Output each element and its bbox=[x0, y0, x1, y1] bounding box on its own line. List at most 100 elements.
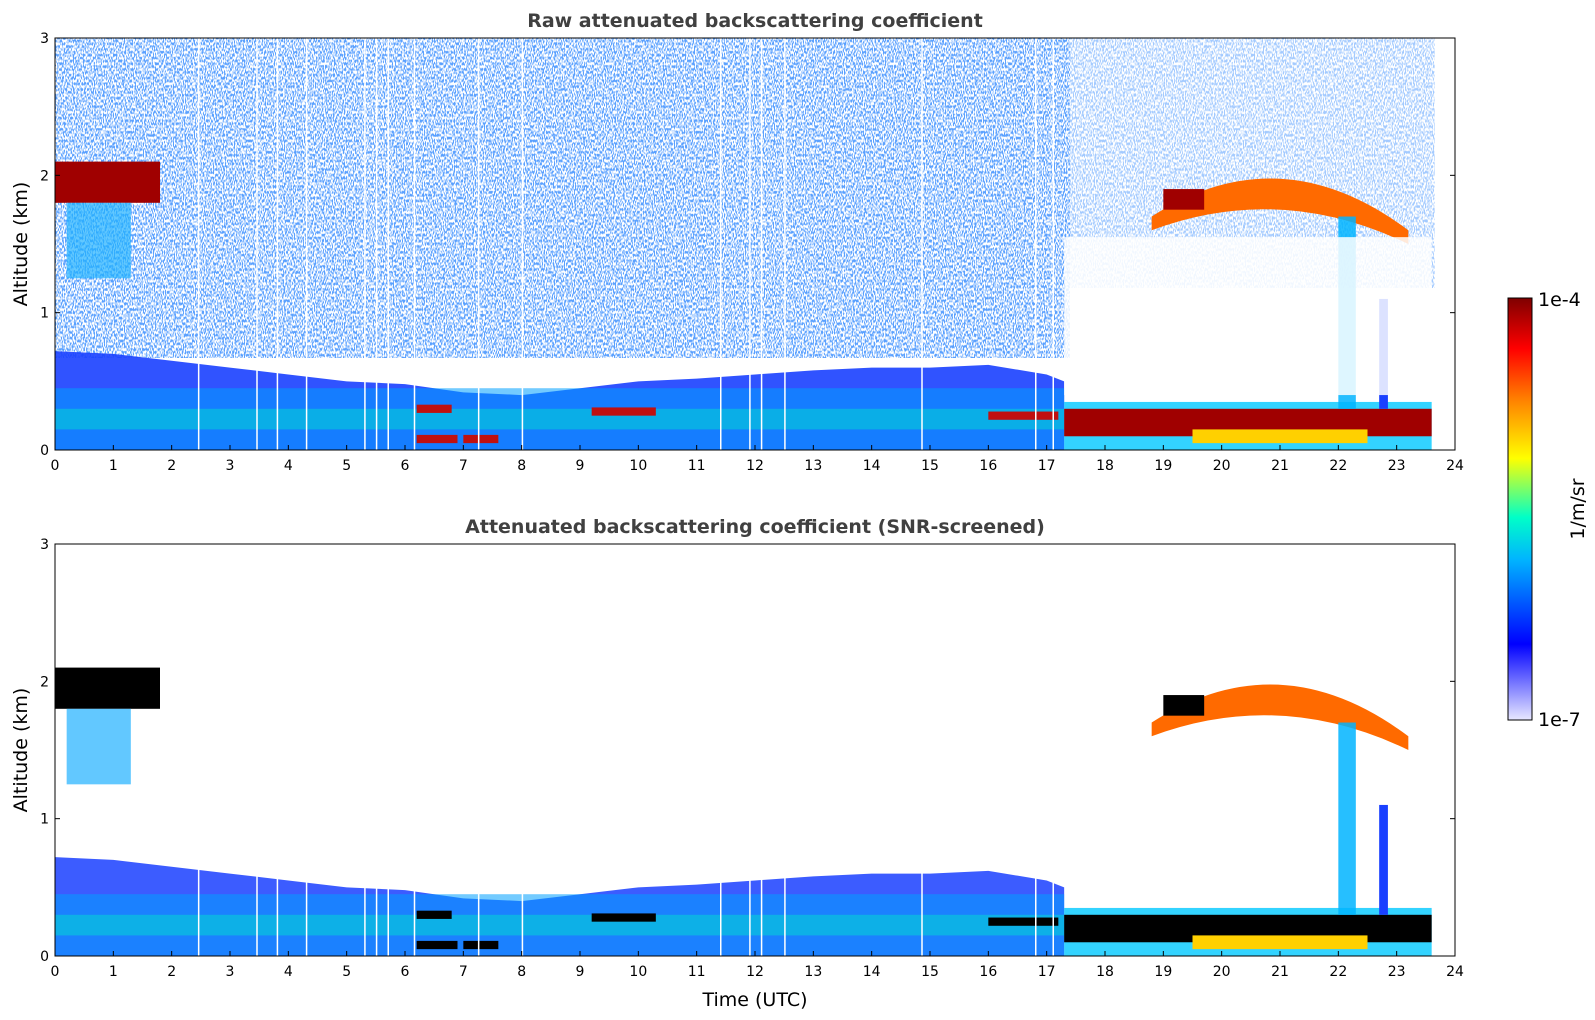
panel1-noise-field bbox=[55, 38, 1070, 358]
y-tick-label: 0 bbox=[40, 443, 49, 459]
data-gap bbox=[477, 38, 480, 450]
morning-cloud bbox=[55, 161, 160, 203]
x-tick-label: 1 bbox=[109, 458, 118, 474]
x-tick-label: 23 bbox=[1388, 458, 1406, 474]
x-tick-label: 24 bbox=[1446, 458, 1464, 474]
screened-backscatter-panel: Attenuated backscattering coefficient (S… bbox=[10, 516, 1464, 1011]
x-tick-label: 2 bbox=[167, 964, 176, 980]
x-tick-label: 21 bbox=[1271, 458, 1289, 474]
morning-cloud bbox=[55, 667, 160, 709]
x-tick-label: 13 bbox=[804, 458, 822, 474]
data-gap bbox=[375, 544, 378, 956]
x-tick-label: 11 bbox=[688, 458, 706, 474]
x-tick-label: 8 bbox=[517, 458, 526, 474]
y-tick-label: 1 bbox=[40, 812, 49, 828]
x-tick-label: 2 bbox=[167, 458, 176, 474]
x-tick-label: 8 bbox=[517, 964, 526, 980]
aerosol-band-bright bbox=[55, 408, 1065, 430]
x-tick-label: 6 bbox=[401, 458, 410, 474]
data-gap bbox=[760, 544, 763, 956]
data-gap bbox=[749, 38, 751, 450]
raw-backscatter-panel: Raw attenuated backscattering coefficien… bbox=[10, 10, 1464, 474]
data-gap bbox=[364, 544, 366, 956]
x-tick-label: 17 bbox=[1038, 964, 1056, 980]
data-gap bbox=[784, 544, 786, 956]
panel2-title: Attenuated backscattering coefficient (S… bbox=[465, 516, 1045, 538]
data-gap bbox=[921, 544, 923, 956]
data-gap bbox=[477, 544, 480, 956]
data-gap bbox=[413, 544, 416, 956]
aerosol-patch bbox=[416, 434, 458, 444]
x-tick-label: 15 bbox=[921, 458, 939, 474]
data-gap bbox=[387, 38, 389, 450]
x-tick-label: 14 bbox=[863, 458, 881, 474]
panel2-ylabel: Altitude (km) bbox=[10, 688, 32, 813]
plume bbox=[1338, 722, 1356, 915]
x-tick-label: 11 bbox=[688, 964, 706, 980]
panel1-heatmap bbox=[55, 38, 1455, 450]
no-data-region bbox=[1434, 544, 1455, 956]
x-tick-label: 12 bbox=[746, 964, 764, 980]
colorbar: 1e-4 1e-7 1/m/sr bbox=[1507, 289, 1589, 731]
x-tick-label: 1 bbox=[109, 964, 118, 980]
morning-virga bbox=[66, 202, 131, 279]
aerosol-patch bbox=[988, 411, 1059, 420]
data-gap bbox=[1052, 38, 1054, 450]
panel1-ylabel: Altitude (km) bbox=[10, 182, 32, 307]
evening-cloud-core bbox=[1163, 695, 1205, 716]
data-gap bbox=[364, 38, 366, 450]
colorbar-bottom-label: 1e-7 bbox=[1538, 709, 1581, 731]
morning-virga bbox=[66, 708, 131, 785]
aerosol-patch bbox=[463, 434, 499, 444]
y-tick-label: 3 bbox=[40, 31, 49, 47]
x-tick-label: 3 bbox=[226, 458, 235, 474]
aerosol-patch bbox=[416, 910, 452, 919]
x-tick-label: 16 bbox=[979, 458, 997, 474]
x-tick-label: 6 bbox=[401, 964, 410, 980]
evening-cloud bbox=[1151, 178, 1409, 244]
x-tick-label: 24 bbox=[1446, 964, 1464, 980]
data-gap bbox=[387, 544, 389, 956]
data-gap bbox=[720, 38, 722, 450]
evening-cloud-core bbox=[1163, 189, 1205, 210]
plume bbox=[1379, 804, 1388, 915]
data-gap bbox=[521, 38, 524, 450]
y-tick-label: 2 bbox=[40, 168, 49, 184]
x-tick-label: 23 bbox=[1388, 964, 1406, 980]
data-gap bbox=[276, 544, 279, 956]
low-cloud-base bbox=[1192, 935, 1368, 950]
colorbar-unit-label: 1/m/sr bbox=[1567, 478, 1589, 539]
data-gap bbox=[276, 38, 279, 450]
no-data-region bbox=[1434, 38, 1455, 450]
evening-cloud bbox=[1151, 684, 1409, 750]
x-tick-label: 18 bbox=[1096, 458, 1114, 474]
data-gap bbox=[749, 544, 751, 956]
x-tick-label: 7 bbox=[459, 964, 468, 980]
y-tick-label: 0 bbox=[40, 949, 49, 965]
data-gap bbox=[256, 544, 258, 956]
clear-region bbox=[1064, 237, 1432, 396]
x-tick-label: 18 bbox=[1096, 964, 1114, 980]
panel2-heatmap bbox=[55, 544, 1455, 956]
data-gap bbox=[784, 38, 786, 450]
x-tick-label: 20 bbox=[1213, 458, 1231, 474]
data-gap bbox=[921, 38, 923, 450]
x-tick-label: 4 bbox=[284, 964, 293, 980]
x-tick-label: 14 bbox=[863, 964, 881, 980]
data-gap bbox=[305, 38, 308, 450]
x-tick-label: 22 bbox=[1329, 458, 1347, 474]
x-tick-label: 10 bbox=[629, 458, 647, 474]
x-tick-label: 16 bbox=[979, 964, 997, 980]
x-tick-label: 19 bbox=[1154, 964, 1172, 980]
x-tick-label: 10 bbox=[629, 964, 647, 980]
data-gap bbox=[1052, 544, 1054, 956]
x-tick-label: 19 bbox=[1154, 458, 1172, 474]
y-tick-label: 2 bbox=[40, 674, 49, 690]
x-tick-label: 3 bbox=[226, 964, 235, 980]
x-tick-label: 22 bbox=[1329, 964, 1347, 980]
aerosol-patch bbox=[416, 940, 458, 950]
data-gap bbox=[1035, 544, 1037, 956]
panel2-xlabel: Time (UTC) bbox=[701, 989, 807, 1011]
colorbar-top-label: 1e-4 bbox=[1538, 289, 1581, 311]
